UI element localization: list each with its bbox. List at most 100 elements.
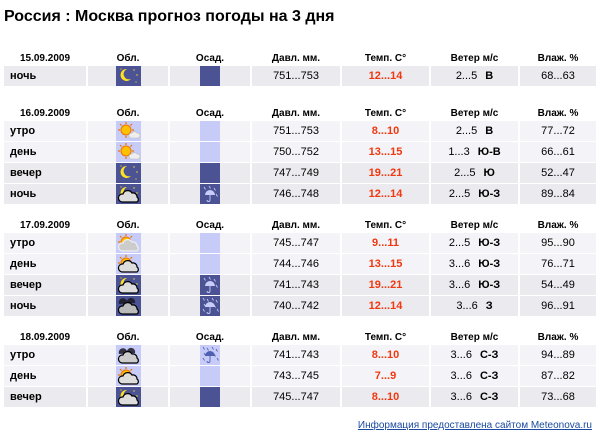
precip-cell	[170, 163, 250, 183]
forecast-row: утро 751...753 8...10 2...5 В 77...72	[4, 121, 596, 141]
temperature: 19...21	[342, 163, 429, 183]
date-header: 18.09.2009	[19, 331, 71, 343]
wind-direction: В	[485, 125, 494, 137]
precip-header: Осад.	[195, 52, 225, 64]
wind-header: Ветер м/с	[450, 331, 499, 343]
meteonova-credit-link[interactable]: Информация предоставлена сайтом Meteonov…	[357, 420, 592, 431]
pressure-header: Давл. мм.	[271, 107, 321, 119]
wind-direction: С-З	[479, 391, 499, 403]
wind-header: Ветер м/с	[450, 52, 499, 64]
wind-cell: 2...5 В	[431, 66, 518, 86]
pressure: 741...743	[252, 275, 340, 295]
night-storm-cloud-icon	[115, 296, 141, 316]
clouds-header: Обл.	[116, 52, 140, 64]
wind-cell: 3...6 С-З	[431, 345, 518, 365]
no-precip-icon	[200, 142, 220, 162]
pressure: 740...742	[252, 296, 340, 316]
no-precip-icon	[200, 366, 220, 386]
pressure: 745...747	[252, 233, 340, 253]
no-precip-icon	[200, 254, 220, 274]
wind-cell: 1...3 Ю-В	[431, 142, 518, 162]
wind-speed: 2...5	[454, 167, 476, 179]
clouds-cell	[88, 275, 168, 295]
humidity: 76...71	[520, 254, 596, 274]
wind-direction: С-З	[479, 370, 499, 382]
precip-cell	[170, 184, 250, 204]
clouds-cell	[88, 296, 168, 316]
moon-clear-icon	[115, 163, 141, 183]
forecast-table: 18.09.2009 Обл. Осад. Давл. мм. Темп. С°…	[2, 329, 598, 408]
wind-cell: 3...6 З	[431, 296, 518, 316]
humidity-header: Влаж. %	[537, 331, 579, 343]
clouds-cell	[88, 366, 168, 386]
humidity: 68...63	[520, 66, 596, 86]
precip-cell	[170, 366, 250, 386]
no-precip-icon	[200, 121, 220, 141]
wind-direction: С-З	[479, 349, 499, 361]
page-title: Россия : Москва прогноз погоды на 3 дня	[4, 8, 335, 25]
light-rain-umbrella-icon	[200, 275, 220, 295]
precip-header: Осад.	[195, 331, 225, 343]
wind-cell: 3...6 Ю-З	[431, 275, 518, 295]
temp-header: Темп. С°	[364, 52, 407, 64]
wind-speed: 3...6	[448, 258, 471, 270]
pressure: 743...745	[252, 366, 340, 386]
clouds-header: Обл.	[116, 107, 140, 119]
clouds-cell	[88, 142, 168, 162]
no-precip-icon	[200, 66, 220, 86]
humidity: 66...61	[520, 142, 596, 162]
pressure: 747...749	[252, 163, 340, 183]
temperature: 8...10	[342, 345, 429, 365]
forecast-row: вечер 741...743 19...21 3...6 Ю-З 54...49	[4, 275, 596, 295]
pressure: 745...747	[252, 387, 340, 407]
precip-cell	[170, 66, 250, 86]
sun-small-cloud-icon	[115, 121, 141, 141]
humidity-header: Влаж. %	[537, 219, 579, 231]
moon-cloud-icon	[115, 275, 141, 295]
time-of-day: утро	[4, 345, 86, 365]
wind-direction: В	[485, 70, 494, 82]
wind-speed: 3...6	[448, 279, 471, 291]
temperature: 7...9	[342, 366, 429, 386]
precip-cell	[170, 121, 250, 141]
wind-direction: Ю-З	[478, 258, 501, 270]
precip-cell	[170, 387, 250, 407]
precip-header: Осад.	[195, 219, 225, 231]
pressure-header: Давл. мм.	[271, 219, 321, 231]
precip-cell	[170, 275, 250, 295]
temp-header: Темп. С°	[364, 331, 407, 343]
time-of-day: утро	[4, 121, 86, 141]
pressure: 751...753	[252, 66, 340, 86]
time-of-day: день	[4, 366, 86, 386]
time-of-day: вечер	[4, 387, 86, 407]
time-of-day: ночь	[4, 184, 86, 204]
temperature: 13...15	[342, 142, 429, 162]
wind-cell: 3...6 С-З	[431, 366, 518, 386]
humidity-header: Влаж. %	[537, 107, 579, 119]
forecast-table: 15.09.2009 Обл. Осад. Давл. мм. Темп. С°…	[2, 50, 598, 87]
forecast-row: ночь 746...748 12...14 2...5 Ю-З 89...84	[4, 184, 596, 204]
time-of-day: день	[4, 254, 86, 274]
wind-speed: 3...6	[456, 300, 478, 312]
precip-header: Осад.	[195, 107, 225, 119]
rain-umbrella-icon	[200, 296, 220, 316]
temperature: 12...14	[342, 66, 429, 86]
pressure-header: Давл. мм.	[271, 331, 321, 343]
dark-cloud-icon	[115, 345, 141, 365]
clouds-cell	[88, 345, 168, 365]
forecast-row: день 743...745 7...9 3...6 С-З 87...82	[4, 366, 596, 386]
wind-speed: 3...6	[450, 391, 472, 403]
clouds-cell	[88, 387, 168, 407]
precip-cell	[170, 296, 250, 316]
wind-cell: 2...5 Ю	[431, 163, 518, 183]
time-of-day: ночь	[4, 296, 86, 316]
wind-cell: 3...6 Ю-З	[431, 254, 518, 274]
humidity: 77...72	[520, 121, 596, 141]
temperature: 8...10	[342, 121, 429, 141]
day-forecast: 17.09.2009 Обл. Осад. Давл. мм. Темп. С°…	[4, 217, 596, 317]
sun-grey-cloud-icon	[115, 233, 141, 253]
day-forecast: 16.09.2009 Обл. Осад. Давл. мм. Темп. С°…	[4, 105, 596, 205]
wind-speed: 3...6	[450, 349, 472, 361]
forecast-row: ночь 740...742 12...14 3...6 З 96...91	[4, 296, 596, 316]
wind-direction: Ю-В	[477, 146, 501, 158]
